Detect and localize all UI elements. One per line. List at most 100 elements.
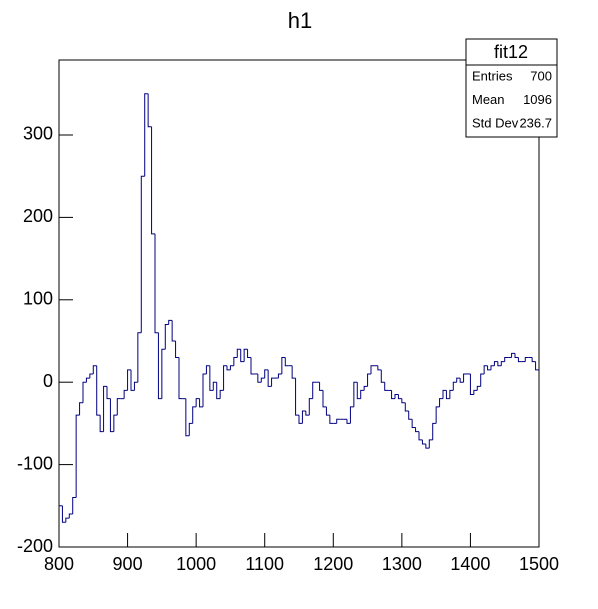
hist-bin (188, 422, 193, 436)
stats-label: Entries (472, 68, 513, 83)
hist-bin (449, 389, 454, 399)
hist-bin (151, 126, 155, 235)
hist-bin (178, 357, 183, 400)
hist-bin (346, 419, 351, 424)
hist-bin (195, 398, 200, 407)
hist-bin (175, 340, 179, 358)
hist-bin (514, 353, 519, 358)
x-tick-label: 900 (113, 554, 143, 574)
stats-box: fit12 (465, 38, 558, 138)
hist-bin (394, 394, 399, 399)
hist-bin (144, 93, 149, 177)
hist-bin (291, 365, 296, 379)
hist-bin (401, 398, 406, 404)
hist-bin (490, 365, 495, 370)
hist-bin (250, 357, 255, 375)
y-tick-label: 0 (43, 371, 53, 391)
hist-bin (428, 439, 433, 449)
y-tick-label: 300 (23, 124, 53, 144)
hist-bin (99, 415, 104, 433)
hist-bin (72, 497, 77, 515)
hist-bin (257, 373, 262, 383)
hist-bin (360, 389, 365, 399)
hist-bin (281, 356, 286, 374)
hist-bin (223, 365, 227, 391)
hist-bin (103, 385, 107, 432)
hist-bin (140, 175, 145, 333)
hist-bin (236, 348, 241, 358)
hist-bin (322, 390, 327, 408)
hist-bin (445, 390, 450, 400)
hist-bin (277, 373, 282, 379)
hist-bin (421, 439, 426, 445)
x-tick-label: 1500 (519, 554, 559, 574)
hist-bin (408, 411, 413, 420)
stats-title: fit12 (494, 42, 528, 62)
hist-bin (109, 398, 114, 433)
hist-bin (329, 415, 334, 424)
hist-bin (535, 361, 539, 371)
y-tick-label: -100 (17, 453, 53, 473)
hist-bin (68, 513, 73, 519)
hist-bin (308, 398, 313, 416)
x-tick-label: 800 (44, 554, 74, 574)
hist-bin (511, 352, 515, 358)
hist-bin (367, 373, 371, 387)
hist-bin (497, 361, 502, 367)
hist-bin (164, 324, 169, 350)
hist-bin (349, 406, 354, 424)
stats-value: 1096 (523, 92, 552, 107)
hist-bin (435, 406, 440, 424)
hist-bin (301, 410, 306, 424)
hist-bin (137, 332, 142, 383)
hist-bin (240, 349, 245, 363)
hist-bin (185, 398, 190, 437)
hist-bin (192, 406, 197, 424)
hist-bin (147, 93, 152, 128)
hist-bin (384, 382, 389, 391)
hist-bin (380, 369, 385, 383)
frame (58, 59, 540, 548)
hist-bin (85, 377, 90, 383)
hist-bin (404, 402, 409, 412)
stats-label: Mean (472, 92, 505, 107)
hist-bin (452, 381, 457, 391)
hist-bin (247, 349, 251, 358)
hist-bin (226, 365, 231, 371)
hist-bin (459, 378, 464, 383)
hist-bin (82, 381, 87, 403)
x-tick-label: 1100 (245, 554, 284, 574)
x-tick-label: 1000 (176, 554, 216, 574)
hist-bin (199, 398, 203, 408)
hist-bin (161, 348, 166, 399)
hist-bin (411, 419, 416, 429)
hist-bin (264, 369, 269, 379)
hist-bin (476, 385, 481, 391)
hist-bin (483, 365, 488, 374)
hist-bin (432, 422, 437, 440)
hist-bin (127, 369, 131, 391)
hist-bin (415, 427, 419, 433)
hist-bin (92, 365, 97, 374)
hist-bin (363, 385, 368, 391)
hist-bin (106, 386, 111, 400)
chart-title: h1 (288, 8, 312, 33)
hist-bin (439, 398, 443, 407)
hist-bin (123, 389, 128, 399)
hist-bin (493, 361, 498, 366)
hist-bin (517, 357, 522, 363)
hist-bin (61, 505, 66, 523)
hist-bin (202, 373, 207, 407)
hist-bin (205, 365, 210, 374)
hist-bin (418, 431, 423, 441)
hist-bin (89, 373, 94, 379)
y-tick-label: -200 (17, 536, 53, 556)
hist-bin (325, 406, 330, 416)
hist-bin (312, 381, 317, 399)
hist-bin (391, 390, 395, 400)
hist-bin (336, 418, 341, 424)
hist-bin (212, 381, 217, 391)
hist-bin (219, 389, 224, 399)
hist-bin (65, 517, 70, 523)
